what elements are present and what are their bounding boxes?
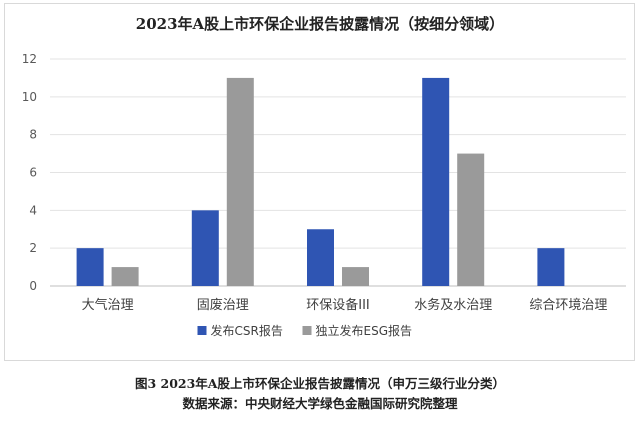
- legend-label-1: 发布CSR报告: [211, 323, 283, 338]
- legend-label-2: 独立发布ESG报告: [316, 323, 413, 338]
- bar-1-2: [191, 210, 219, 286]
- x-category-label-3: 环保设备III: [306, 297, 370, 313]
- y-tick-label-12: 12: [22, 52, 37, 66]
- bar-2-3: [342, 267, 369, 286]
- legend: 发布CSR报告 独立发布ESG报告: [197, 323, 413, 338]
- bar-1-1: [76, 248, 104, 286]
- y-axis-ticks: 0 2 4 6 8 10 12: [22, 52, 37, 293]
- data-source-note: 数据来源：中央财经大学绿色金融国际研究院整理: [182, 396, 458, 411]
- bars: [76, 77, 565, 287]
- y-tick-label-0: 0: [29, 279, 37, 293]
- bar-1-5: [537, 248, 565, 286]
- x-axis-categories: 大气治理 固废治理 环保设备III 水务及水治理 综合环境治理: [82, 297, 608, 313]
- bar-2-2: [226, 77, 254, 287]
- y-tick-label-10: 10: [22, 90, 37, 104]
- x-category-label-1: 大气治理: [82, 297, 134, 313]
- legend-swatch-2: [302, 326, 312, 335]
- legend-swatch-1: [197, 326, 207, 335]
- bar-2-1: [111, 267, 139, 286]
- gridlines: [50, 58, 626, 287]
- y-tick-label-2: 2: [29, 241, 37, 255]
- bar-chart: 2023年A股上市环保企业报告披露情况（按细分领域） 0 2 4 6 8 10 12 大气治…: [22, 15, 626, 338]
- figure-caption: 图3 2023年A股上市环保企业报告披露情况（申万三级行业分类） 数据来源：中央…: [0, 374, 640, 414]
- x-category-label-5: 综合环境治理: [529, 298, 607, 313]
- bar-2-4: [457, 153, 485, 286]
- x-category-label-2: 固废治理: [197, 297, 249, 313]
- chart-title: 2023年A股上市环保企业报告披露情况（按细分领域）: [136, 15, 504, 33]
- y-tick-label-8: 8: [29, 128, 37, 142]
- x-category-label-4: 水务及水治理: [414, 297, 492, 313]
- bar-1-4: [422, 77, 450, 287]
- y-tick-label-4: 4: [29, 203, 37, 217]
- bar-1-3: [307, 229, 334, 286]
- chart-frame: 2023年A股上市环保企业报告披露情况（按细分领域） 0 2 4 6 8 10 12 大气治…: [4, 3, 635, 361]
- y-tick-label-6: 6: [29, 166, 37, 180]
- figure-caption-title: 图3 2023年A股上市环保企业报告披露情况（申万三级行业分类）: [134, 376, 506, 391]
